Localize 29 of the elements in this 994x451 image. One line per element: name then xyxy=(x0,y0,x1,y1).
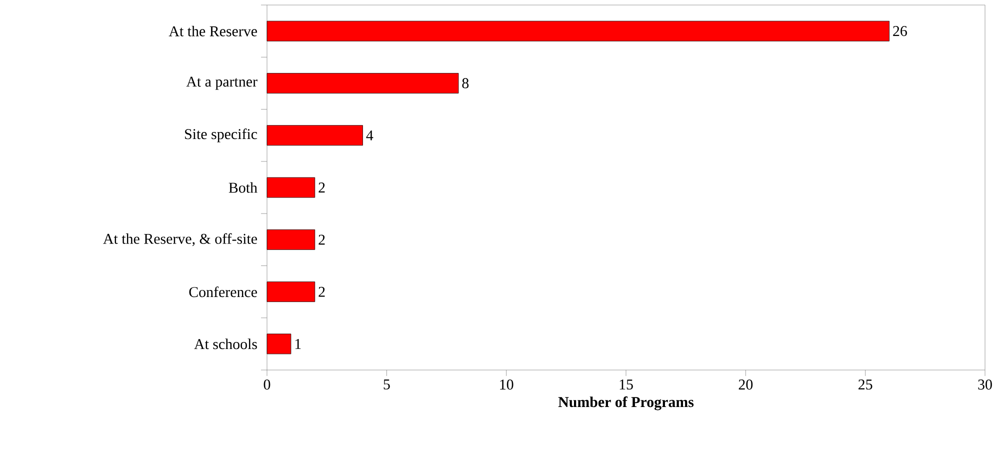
y-tick-label: At the Reserve xyxy=(168,26,257,36)
x-tick-label: 25 xyxy=(858,380,872,390)
y-tick-label: At the Reserve, & off-site xyxy=(103,233,257,246)
data-label: 2 xyxy=(318,234,325,245)
y-tick-label: At a partner xyxy=(186,76,258,90)
x-tick-label: 15 xyxy=(620,380,633,390)
bar xyxy=(266,282,316,302)
bar xyxy=(266,125,363,146)
x-axis-title: Number of Programs xyxy=(558,396,694,410)
y-tick-label: Conference xyxy=(189,286,257,298)
x-tick-label: 0 xyxy=(264,380,270,390)
bar xyxy=(266,334,292,354)
data-label: 4 xyxy=(366,130,374,140)
y-tick-label: Both xyxy=(228,182,258,193)
y-tick-label: At schools xyxy=(194,338,257,350)
data-label: 8 xyxy=(462,78,469,88)
x-tick-label: 10 xyxy=(500,380,514,390)
bar xyxy=(266,20,890,42)
y-tick-label: Site specific xyxy=(185,128,258,142)
bar xyxy=(266,229,316,250)
x-tick-label: 5 xyxy=(384,380,390,390)
data-label: 1 xyxy=(295,339,301,349)
data-label: 2 xyxy=(318,286,325,297)
data-label: 26 xyxy=(893,26,907,36)
data-label: 2 xyxy=(318,182,325,192)
x-tick-label: 20 xyxy=(738,380,753,390)
x-tick-label: 30 xyxy=(978,380,992,390)
bar xyxy=(266,177,316,198)
bar xyxy=(266,73,459,94)
